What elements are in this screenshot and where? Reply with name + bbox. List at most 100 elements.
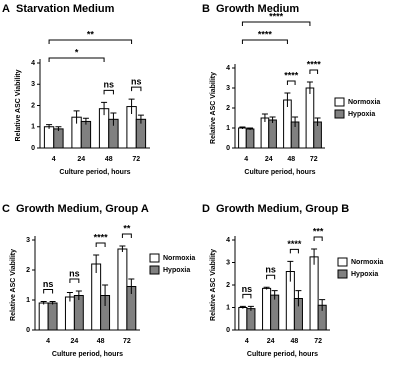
significance-label: *** (313, 226, 324, 236)
bar (270, 294, 280, 331)
x-tick-label: 72 (310, 156, 318, 163)
y-axis-label: Relative ASC Viability (15, 69, 22, 141)
bar (53, 128, 64, 149)
x-tick-label: 48 (97, 338, 105, 345)
x-axis-label: Culture period, hours (244, 169, 315, 176)
significance-bracket (242, 293, 252, 299)
legend-label: Hypoxia (351, 271, 378, 278)
error-bar (73, 110, 80, 124)
panel-title: Starvation Medium (16, 3, 115, 15)
error-bar (82, 117, 89, 125)
error-bar (284, 92, 291, 107)
error-bar (306, 81, 313, 94)
y-tick-label: 0 (31, 145, 35, 152)
significance-bracket (69, 278, 80, 283)
error-bar (119, 245, 126, 252)
y-tick-label: 2 (31, 102, 35, 109)
legend-label: Normoxia (348, 99, 380, 106)
significance-label: ns (43, 279, 54, 289)
error-bar (46, 124, 53, 129)
x-tick-label: 48 (287, 156, 295, 163)
significance-bracket (103, 89, 114, 95)
x-tick-label: 4 (244, 156, 248, 163)
panel-title: Growth Medium, Group A (16, 203, 149, 215)
error-bar (292, 116, 299, 127)
error-bar (271, 290, 278, 300)
significance-bracket (43, 289, 54, 294)
y-tick-label: 3 (226, 259, 230, 266)
error-bar (295, 290, 302, 307)
significance-label: ** (123, 223, 131, 233)
x-tick-label: 4 (245, 338, 249, 345)
y-tick-label: 2 (226, 105, 230, 112)
error-bar (311, 248, 318, 265)
error-bar (239, 305, 246, 309)
x-axis-label: Culture period, hours (52, 351, 123, 358)
x-tick-label: 72 (314, 338, 322, 345)
significance-label: ns (242, 284, 253, 294)
error-bar (287, 260, 294, 282)
bar (309, 256, 319, 331)
y-tick-label: 1 (31, 124, 35, 131)
panel-title: Growth Medium (216, 3, 299, 15)
x-tick-label: 48 (105, 156, 113, 163)
y-tick-label: 3 (26, 237, 30, 244)
legend-label: Hypoxia (163, 267, 190, 274)
significance-label: **** (258, 29, 273, 39)
panel-title: Growth Medium, Group B (216, 203, 349, 215)
bar (268, 119, 277, 149)
panel-letter: D (202, 203, 210, 215)
y-tick-label: 4 (226, 65, 230, 72)
error-bar (93, 254, 100, 273)
legend-swatch (334, 109, 345, 119)
error-bar (319, 299, 326, 311)
x-tick-label: 72 (132, 156, 140, 163)
significance-bracket (313, 236, 323, 241)
error-bar (75, 290, 82, 300)
legend-swatch (149, 265, 160, 275)
error-bar (128, 98, 135, 114)
legend-label: Hypoxia (348, 111, 375, 118)
significance-bracket (289, 248, 299, 254)
bar (64, 296, 75, 331)
significance-bracket (95, 242, 106, 247)
panel-letter: A (2, 3, 10, 15)
x-tick-label: 4 (52, 156, 56, 163)
significance-label: ns (265, 265, 276, 275)
error-bar (314, 117, 321, 126)
error-bar (110, 112, 117, 126)
y-tick-label: 0 (26, 327, 30, 334)
x-axis-label: Culture period, hours (59, 169, 130, 176)
legend-swatch (334, 97, 345, 107)
significance-bracket (48, 39, 133, 44)
y-tick-label: 3 (31, 81, 35, 88)
x-axis-label: Culture period, hours (247, 351, 318, 358)
error-bar (128, 278, 135, 294)
error-bar (101, 101, 108, 116)
legend-swatch (149, 253, 160, 263)
significance-bracket (241, 39, 288, 44)
error-bar (239, 126, 246, 129)
y-tick-label: 1 (26, 297, 30, 304)
x-tick-label: 24 (77, 156, 85, 163)
significance-label: ns (69, 268, 80, 278)
error-bar (269, 116, 276, 123)
y-tick-label: 1 (226, 304, 230, 311)
bar (245, 128, 255, 149)
significance-label: **** (269, 11, 284, 21)
significance-label: * (75, 47, 79, 57)
x-tick-label: 24 (70, 338, 78, 345)
y-tick-label: 4 (226, 237, 230, 244)
error-bar (66, 292, 73, 302)
significance-label: ns (131, 77, 142, 87)
significance-bracket (241, 21, 311, 26)
legend-swatch (337, 269, 348, 279)
bar (43, 126, 55, 149)
significance-label: **** (307, 59, 322, 69)
y-axis-label: Relative ASC Viability (210, 72, 217, 144)
significance-bracket (266, 274, 276, 280)
y-tick-label: 4 (31, 60, 35, 67)
significance-label: **** (287, 239, 302, 249)
y-axis-label: Relative ASC Viability (210, 249, 217, 321)
